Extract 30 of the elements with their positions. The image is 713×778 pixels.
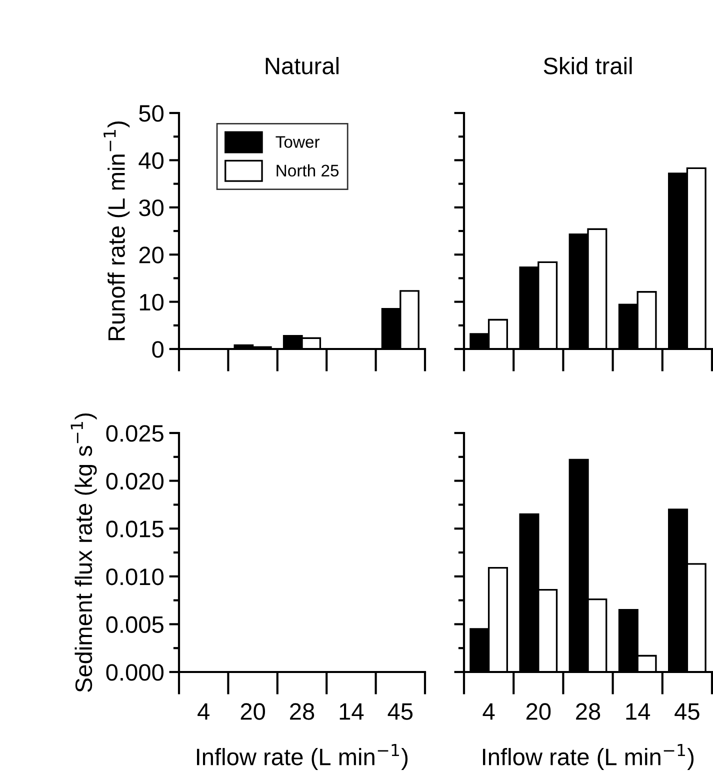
y-tick-label: 0.020 [106, 472, 164, 490]
y-tick-label: 0.010 [106, 568, 164, 586]
x-tick-label: 20 [240, 703, 266, 720]
chart-title: Skid trail [544, 57, 632, 74]
chart-title: Natural [266, 57, 338, 74]
x-tick-label: 28 [290, 703, 314, 720]
legend-label: Tower [276, 136, 320, 148]
y-tick-label: 0.005 [106, 616, 164, 633]
x-axis-title: Inflow rate (L min$^{−1}$) [196, 744, 408, 770]
y-tick-label: 0.025 [106, 425, 164, 442]
x-tick-label: 4 [482, 703, 495, 720]
y-tick-label: 50 [139, 105, 164, 122]
y-tick-label: 0.000 [106, 664, 164, 681]
x-tick-label: 28 [576, 703, 600, 720]
y-tick-label: 10 [140, 294, 164, 311]
x-tick-label: 4 [198, 703, 210, 720]
x-tick-label: 45 [388, 703, 413, 720]
x-tick-label: 20 [526, 703, 551, 720]
y-tick-label: 0 [152, 341, 164, 358]
y-tick-label: 30 [139, 199, 164, 216]
y-axis-title: Sediment flux rate (kg s$^{−1}$) [70, 413, 97, 692]
x-tick-label: 45 [674, 703, 700, 720]
x-axis-title: Inflow rate (L min$^{−1}$) [482, 744, 694, 770]
x-tick-label: 14 [626, 703, 650, 720]
y-axis-title: Runoff rate (L min$^{−1}$) [104, 121, 130, 340]
y-tick-label: 20 [139, 246, 164, 264]
y-tick-label: 0.015 [106, 520, 164, 538]
x-tick-label: 14 [340, 703, 364, 720]
y-tick-label: 40 [138, 152, 164, 169]
legend-label: North 25 [276, 164, 339, 177]
